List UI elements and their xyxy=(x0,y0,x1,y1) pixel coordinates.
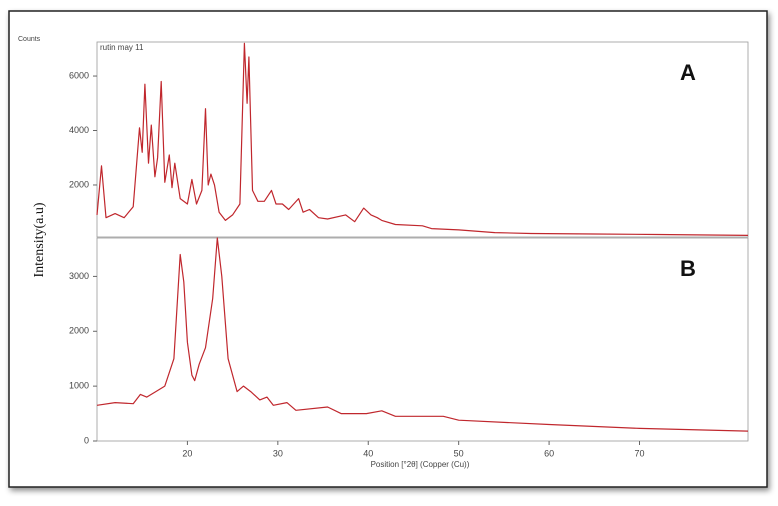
y-tick-label: 6000 xyxy=(69,70,89,80)
diffraction-line xyxy=(96,237,749,432)
y-tick-label: 0 xyxy=(84,435,89,445)
x-tick-label: 40 xyxy=(363,448,373,458)
y-tick-label: 4000 xyxy=(69,125,89,135)
y-axis-title: Counts xyxy=(18,36,41,43)
x-axis-label: Position [°2θ] (Copper (Cu)) xyxy=(371,460,470,469)
y-tick-label: 3000 xyxy=(69,271,89,281)
plot-area xyxy=(96,41,749,238)
frame xyxy=(8,10,768,488)
panel-label: B xyxy=(680,256,696,281)
x-tick-label: 20 xyxy=(182,448,192,458)
x-tick-label: 70 xyxy=(634,448,644,458)
x-tick-label: 30 xyxy=(273,448,283,458)
panel-label: A xyxy=(680,60,696,85)
diffraction-line xyxy=(96,42,749,236)
y-tick-label: 1000 xyxy=(69,381,89,391)
x-tick-label: 60 xyxy=(544,448,554,458)
y-tick-label: 2000 xyxy=(69,179,89,189)
y-tick-label: 2000 xyxy=(69,326,89,336)
plot-title: rutin may 11 xyxy=(100,43,144,52)
x-tick-label: 50 xyxy=(454,448,464,458)
y-axis-label: Intensity(a.u) xyxy=(32,202,47,277)
plot-area xyxy=(96,237,749,442)
